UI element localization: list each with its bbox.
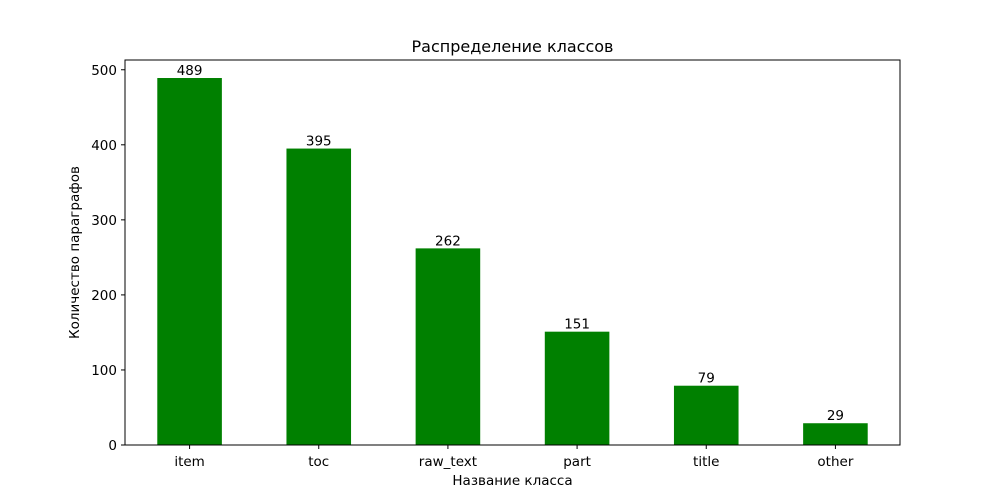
plot-area-frame: [124, 59, 901, 446]
x-tick-label-raw_text: raw_text: [419, 454, 477, 470]
x-tick-label-title: title: [693, 454, 719, 470]
bar-part: [544, 331, 610, 445]
bar-toc: [286, 148, 352, 446]
bar-value-labels: 489 395 262 151 79 29: [177, 63, 844, 424]
y-tick-label-200: 200: [91, 288, 117, 304]
x-axis: item toc raw_text part title other: [174, 445, 854, 470]
bar-title: [673, 385, 739, 445]
y-tick-label-500: 500: [91, 63, 117, 79]
bar-value-label-raw_text: 262: [435, 233, 461, 249]
y-tick-label-0: 0: [108, 438, 117, 454]
y-tick-label-300: 300: [91, 213, 117, 229]
y-axis-label: Количество параграфов: [67, 166, 83, 339]
bar-series: [157, 78, 868, 446]
x-tick-label-part: part: [563, 454, 591, 470]
y-tick-label-100: 100: [91, 363, 117, 379]
bar-raw_text: [415, 248, 481, 445]
y-tick-label-400: 400: [91, 138, 117, 154]
bar-other: [803, 423, 868, 445]
bar-value-label-toc: 395: [306, 134, 332, 150]
x-tick-label-toc: toc: [308, 454, 329, 470]
x-tick-label-other: other: [817, 454, 853, 470]
bar-value-label-title: 79: [698, 371, 715, 387]
bar-value-label-part: 151: [564, 317, 590, 333]
bar-value-label-other: 29: [827, 408, 844, 424]
x-axis-label: Название класса: [452, 473, 572, 489]
x-tick-label-item: item: [174, 454, 205, 470]
chart-title: Распределение классов: [412, 37, 614, 56]
y-axis: 0 100 200 300 400 500: [91, 63, 125, 454]
bar-value-label-item: 489: [177, 63, 203, 79]
bar-item: [157, 78, 222, 446]
